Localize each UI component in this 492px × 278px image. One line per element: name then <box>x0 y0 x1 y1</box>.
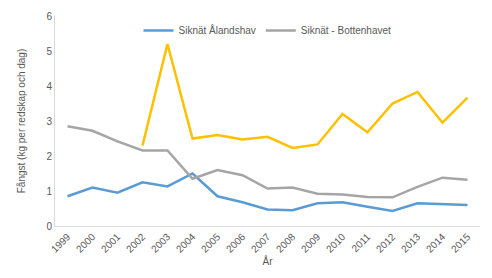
svg-text:2012: 2012 <box>374 231 398 255</box>
svg-text:5: 5 <box>46 46 52 57</box>
svg-text:6: 6 <box>46 11 52 22</box>
svg-text:Siknät Ålandshav: Siknät Ålandshav <box>179 24 256 36</box>
svg-text:År: År <box>263 255 274 267</box>
svg-text:Fångst (kg per redskap och dag: Fångst (kg per redskap och dag) <box>16 49 27 194</box>
svg-text:2007: 2007 <box>249 231 273 255</box>
svg-text:1999: 1999 <box>49 231 73 255</box>
svg-text:2005: 2005 <box>199 231 223 255</box>
svg-text:2013: 2013 <box>399 231 423 255</box>
svg-text:2006: 2006 <box>224 231 248 255</box>
svg-text:2004: 2004 <box>174 231 198 255</box>
svg-text:1: 1 <box>46 186 52 197</box>
svg-text:2014: 2014 <box>424 231 448 255</box>
svg-text:Siknät - Bottenhavet: Siknät - Bottenhavet <box>301 25 391 36</box>
svg-text:2000: 2000 <box>74 231 98 255</box>
svg-text:2002: 2002 <box>124 231 148 255</box>
svg-text:2011: 2011 <box>349 231 372 254</box>
svg-text:2009: 2009 <box>299 231 323 255</box>
svg-text:4: 4 <box>46 81 52 92</box>
svg-text:2: 2 <box>46 151 52 162</box>
svg-text:2003: 2003 <box>149 231 173 255</box>
svg-text:2015: 2015 <box>449 231 473 255</box>
svg-text:2001: 2001 <box>99 231 123 255</box>
svg-text:0: 0 <box>46 221 52 232</box>
svg-text:2010: 2010 <box>324 231 348 255</box>
svg-text:3: 3 <box>46 116 52 127</box>
svg-text:2008: 2008 <box>274 231 298 255</box>
